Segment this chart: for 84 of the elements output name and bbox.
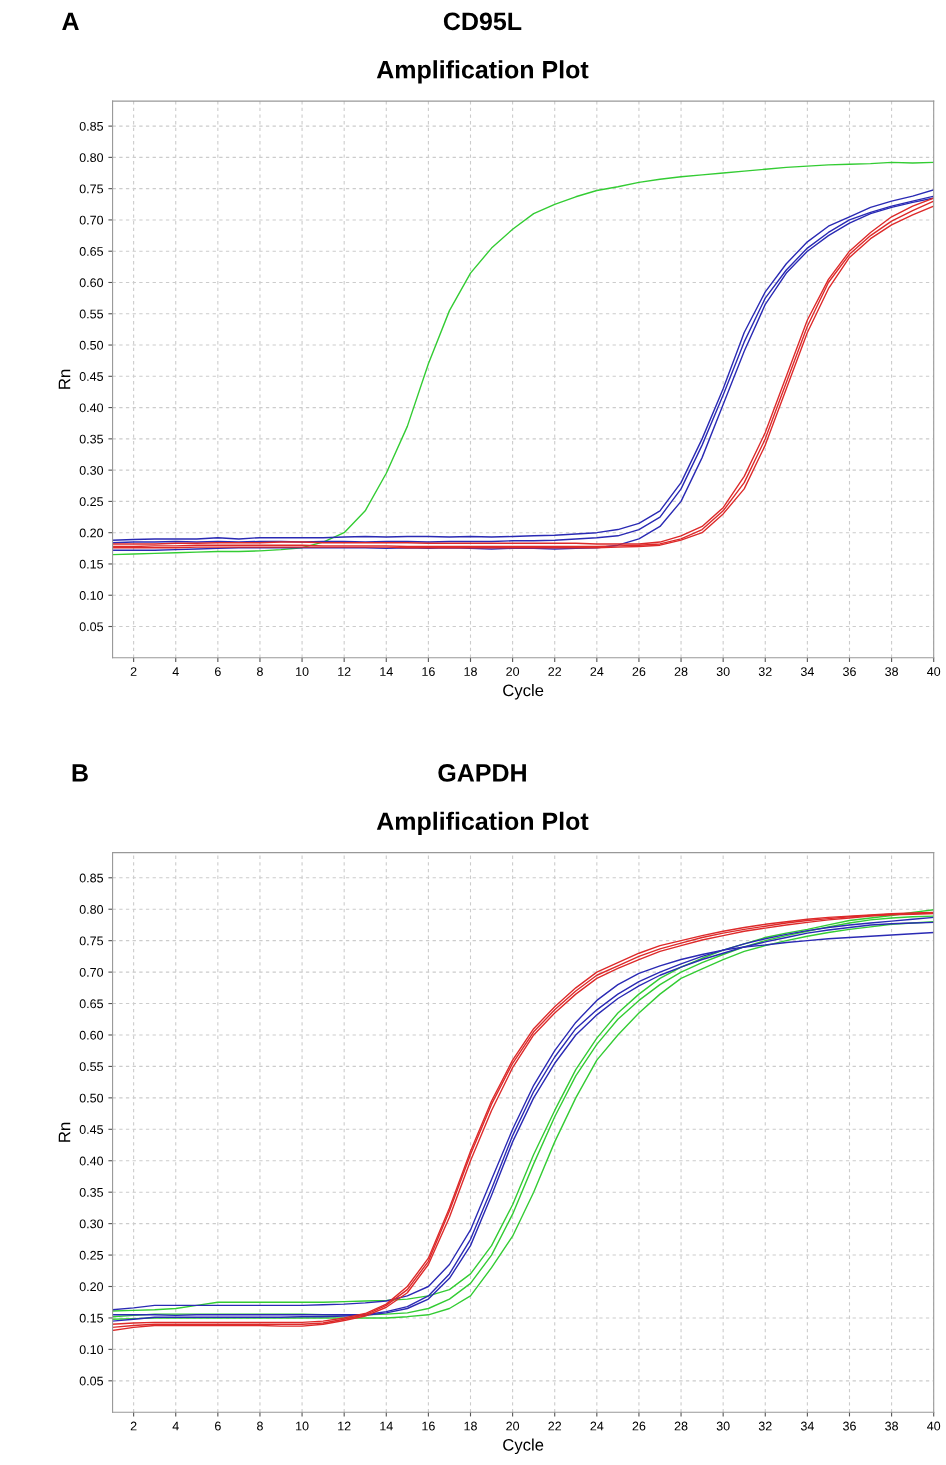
- y-tick-label: 0.55: [79, 309, 104, 319]
- y-tick-label: 0.70: [79, 215, 104, 225]
- y-tick-label: 0.50: [79, 1093, 104, 1103]
- y-tick-label: 0.55: [79, 1062, 104, 1072]
- x-tick-label: 10: [296, 667, 309, 676]
- x-tick-label: 26: [632, 1421, 646, 1431]
- chart-title: CD95L: [443, 12, 522, 31]
- y-tick-label: 0.05: [79, 1376, 104, 1386]
- x-axis-title: Cycle: [503, 1438, 544, 1455]
- y-tick-label: 0.85: [79, 873, 104, 883]
- y-tick-label: 0.50: [79, 340, 104, 350]
- y-tick-label: 0.35: [79, 434, 104, 444]
- y-tick-label: 0.65: [79, 999, 104, 1009]
- y-tick-label: 0.10: [79, 591, 104, 600]
- y-tick-label: 0.10: [79, 1345, 104, 1355]
- chart-subtitle: Amplification Plot: [376, 811, 589, 836]
- x-tick-label: 2: [130, 1421, 137, 1431]
- y-tick-label: 0.40: [79, 403, 104, 413]
- y-tick-label: 0.75: [79, 184, 104, 194]
- x-tick-label: 4: [172, 1421, 179, 1431]
- x-tick-label: 30: [716, 667, 730, 676]
- x-tick-label: 14: [380, 667, 393, 676]
- x-tick-label: 28: [674, 667, 688, 676]
- x-tick-label: 30: [716, 1421, 730, 1431]
- x-tick-label: 6: [215, 1421, 221, 1431]
- y-tick-label: 0.25: [79, 497, 104, 507]
- x-tick-label: 18: [464, 667, 477, 676]
- x-tick-label: 12: [338, 667, 351, 676]
- y-tick-label: 0.05: [79, 622, 104, 632]
- y-tick-label: 0.35: [79, 1187, 104, 1197]
- text: B: [72, 764, 88, 782]
- y-axis-title: Rn: [58, 369, 71, 389]
- x-tick-label: 26: [632, 667, 646, 676]
- y-tick-label: 0.45: [79, 372, 104, 381]
- y-tick-label: 0.70: [79, 967, 104, 977]
- x-tick-label: 4: [172, 667, 179, 676]
- x-tick-label: 2: [130, 667, 137, 676]
- x-tick-label: 36: [843, 667, 856, 676]
- x-tick-label: 32: [758, 667, 772, 676]
- x-tick-label: 22: [548, 1421, 562, 1431]
- y-tick-label: 0.85: [79, 121, 104, 131]
- x-tick-label: 8: [257, 667, 263, 676]
- x-tick-label: 20: [506, 1421, 520, 1431]
- y-tick-label: 0.30: [79, 465, 104, 475]
- y-tick-label: 0.75: [79, 936, 104, 946]
- x-tick-label: 40: [927, 667, 941, 676]
- x-tick-label: 32: [758, 1421, 772, 1431]
- y-tick-label: 0.40: [79, 1156, 104, 1166]
- y-tick-label: 0.60: [79, 1030, 104, 1040]
- x-tick-label: 16: [422, 1421, 435, 1431]
- chart-subtitle: Amplification Plot: [376, 60, 589, 84]
- x-axis-title: Cycle: [503, 684, 544, 700]
- y-tick-label: 0.80: [79, 905, 104, 914]
- x-tick-label: 18: [464, 1421, 477, 1431]
- x-tick-label: 34: [800, 667, 814, 676]
- x-tick-label: 24: [590, 667, 604, 676]
- x-tick-label: 6: [215, 667, 221, 676]
- y-tick-label: 0.20: [79, 1282, 104, 1292]
- y-tick-label: 0.25: [79, 1250, 104, 1260]
- x-tick-label: 20: [506, 667, 520, 676]
- y-tick-label: 0.20: [79, 528, 104, 538]
- y-tick-label: 0.60: [79, 278, 104, 288]
- x-tick-label: 38: [885, 667, 898, 676]
- x-tick-label: 16: [422, 667, 435, 676]
- y-tick-label: 0.15: [79, 1313, 104, 1323]
- y-axis-title: Rn: [58, 1122, 71, 1142]
- y-tick-label: 0.30: [79, 1219, 104, 1229]
- x-tick-label: 24: [590, 1421, 604, 1431]
- x-tick-label: 10: [296, 1421, 309, 1431]
- x-tick-label: 8: [257, 1421, 263, 1431]
- x-tick-label: 28: [674, 1421, 688, 1431]
- x-tick-label: 36: [843, 1421, 856, 1431]
- y-tick-label: 0.15: [79, 559, 104, 569]
- x-tick-label: 22: [548, 667, 562, 676]
- text: A: [62, 12, 79, 30]
- x-tick-label: 34: [800, 1421, 814, 1431]
- chart-title: GAPDH: [438, 764, 526, 782]
- y-tick-label: 0.45: [79, 1125, 104, 1134]
- x-tick-label: 38: [885, 1421, 898, 1431]
- x-tick-label: 12: [338, 1421, 351, 1431]
- x-tick-label: 14: [380, 1421, 393, 1431]
- y-tick-label: 0.65: [79, 247, 104, 256]
- x-tick-label: 40: [927, 1421, 941, 1431]
- y-tick-label: 0.80: [79, 153, 104, 163]
